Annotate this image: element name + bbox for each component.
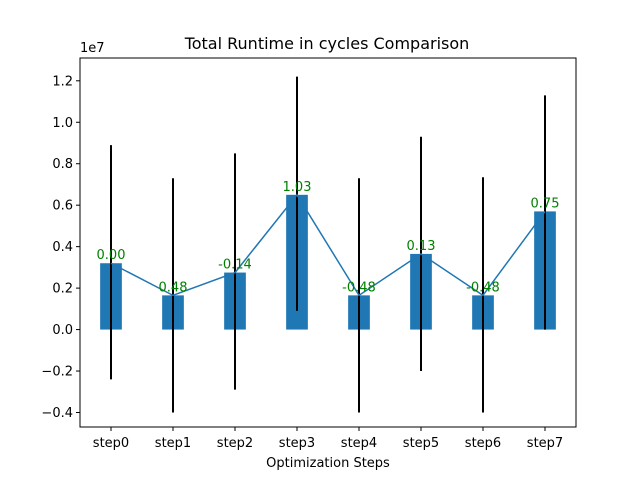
x-axis: step0 step1 step2 step3 step4 step5 step6 step7 xyxy=(93,427,563,451)
data-label: -0.48 xyxy=(342,280,376,295)
series-line xyxy=(110,193,546,297)
x-tick-label: step6 xyxy=(465,436,501,451)
data-label: 0.13 xyxy=(407,239,436,254)
y-tick-label: −0.2 xyxy=(41,365,73,380)
y-tick-label: 1.2 xyxy=(52,74,73,89)
x-tick-label: step5 xyxy=(403,436,439,451)
x-tick-label: step4 xyxy=(341,436,377,451)
data-label: 0.48 xyxy=(159,280,188,295)
x-tick-label: step7 xyxy=(527,436,563,451)
x-tick-label: step3 xyxy=(279,436,315,451)
y-tick-label: 0.4 xyxy=(52,240,73,255)
data-label: 0.00 xyxy=(97,248,126,263)
y-tick-label: 0.6 xyxy=(52,199,73,214)
plot-frame xyxy=(79,57,577,428)
bars xyxy=(100,194,556,330)
x-tick-label: step1 xyxy=(155,436,191,451)
annotations: 0.00 0.48 -0.14 1.03 -0.48 0.13 -0.48 0.75 xyxy=(97,180,560,296)
y-tick-label: 0.2 xyxy=(52,282,73,297)
data-label: -0.14 xyxy=(218,258,252,273)
chart-title: Total Runtime in cycles Comparison xyxy=(184,34,470,53)
x-axis-label: Optimization Steps xyxy=(266,456,390,471)
x-tick-label: step0 xyxy=(93,436,129,451)
y-axis: −0.4 −0.2 0.0 0.2 0.4 0.6 0.8 1.0 1.2 xyxy=(41,74,80,421)
y-tick-label: 0.8 xyxy=(52,157,73,172)
y-offset-text: 1e7 xyxy=(80,41,105,56)
y-tick-label: −0.4 xyxy=(41,406,73,421)
y-tick-label: 1.0 xyxy=(52,116,73,131)
data-label: 0.75 xyxy=(531,196,560,211)
data-label: 1.03 xyxy=(283,180,312,195)
data-label: -0.48 xyxy=(466,280,500,295)
x-tick-label: step2 xyxy=(217,436,253,451)
y-tick-label: 0.0 xyxy=(52,323,73,338)
